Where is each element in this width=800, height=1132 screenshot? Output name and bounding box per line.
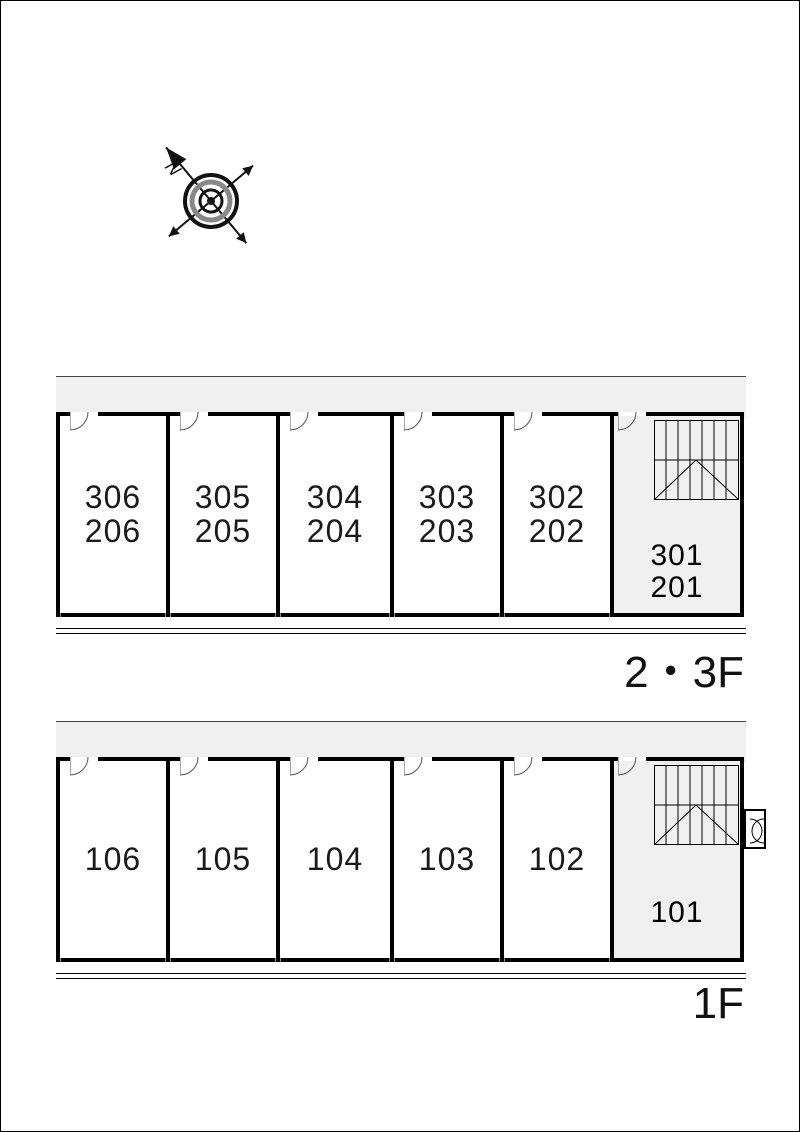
unit-305-205: 305 205 <box>166 412 276 617</box>
unit-number: 304 <box>307 481 363 515</box>
unit-number: 101 <box>614 897 740 929</box>
units-row-lower: 106 105 104 103 <box>56 757 746 962</box>
staircase-icon <box>654 765 739 845</box>
unit-306-206: 306 206 <box>56 412 166 617</box>
units-row-upper: 306 206 305 205 304 204 303 <box>56 412 746 617</box>
unit-number: 202 <box>529 515 585 549</box>
unit-105: 105 <box>166 757 276 962</box>
floorplan-2-3f: 306 206 305 205 304 204 303 <box>56 376 746 621</box>
unit-number: 103 <box>419 843 475 877</box>
unit-102: 102 <box>500 757 610 962</box>
unit-303-203: 303 203 <box>390 412 500 617</box>
unit-104: 104 <box>276 757 390 962</box>
page-frame: N 306 206 305 205 <box>0 0 800 1132</box>
unit-103: 103 <box>390 757 500 962</box>
compass-icon: N <box>131 111 291 271</box>
unit-number: 206 <box>85 515 141 549</box>
unit-106: 106 <box>56 757 166 962</box>
unit-number: 303 <box>419 481 475 515</box>
floor-label-1f: 1F <box>693 979 744 1029</box>
unit-number: 301 <box>614 540 740 572</box>
south-wall-upper <box>56 628 746 631</box>
unit-number: 302 <box>529 481 585 515</box>
unit-number: 201 <box>614 572 740 604</box>
unit-304-204: 304 204 <box>276 412 390 617</box>
south-wall-lower <box>56 973 746 976</box>
unit-number: 203 <box>419 515 475 549</box>
floorplan-1f: 106 105 104 103 <box>56 721 746 966</box>
unit-301-201: 301 201 <box>614 540 740 603</box>
unit-number: 102 <box>529 843 585 877</box>
unit-number: 105 <box>195 843 251 877</box>
unit-number: 106 <box>85 843 141 877</box>
floor-label-2-3f: 2・3F <box>624 636 744 700</box>
unit-302-202: 302 202 <box>500 412 610 617</box>
entry-box <box>744 809 766 849</box>
unit-number: 305 <box>195 481 251 515</box>
unit-101: 101 <box>614 897 740 929</box>
unit-number: 205 <box>195 515 251 549</box>
stairwell-upper: 301 201 <box>610 412 744 617</box>
unit-number: 306 <box>85 481 141 515</box>
unit-number: 104 <box>307 843 363 877</box>
unit-number: 204 <box>307 515 363 549</box>
staircase-icon <box>654 420 739 500</box>
stairwell-lower: 101 <box>610 757 744 962</box>
